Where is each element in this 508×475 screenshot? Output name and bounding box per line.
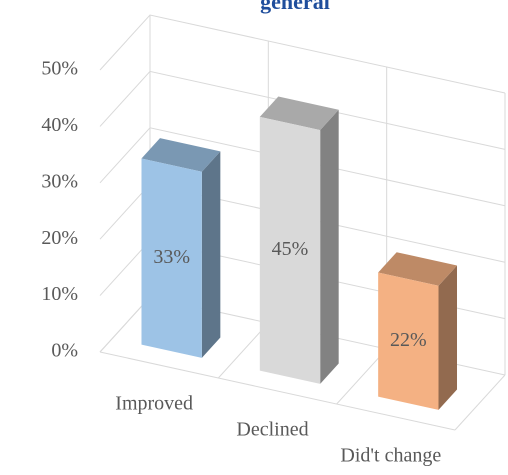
bar (259, 116, 321, 384)
floor-line (454, 374, 506, 431)
data-label: 22% (390, 329, 427, 351)
y-tick-label: 50% (41, 58, 78, 80)
x-tick-label: Declined (236, 419, 308, 441)
floor-edge (99, 351, 456, 431)
data-label: 45% (272, 238, 309, 260)
x-tick-label: Improved (115, 393, 193, 415)
chart-title: general (260, 0, 330, 14)
grid-line (99, 14, 506, 94)
data-label: 33% (153, 246, 190, 268)
y-tick-label: 20% (41, 227, 78, 249)
y-tick-label: 40% (41, 114, 78, 136)
bar (141, 158, 202, 358)
bar-top (141, 138, 221, 172)
x-tick-label: Did't change (340, 445, 441, 467)
bar-top (259, 96, 339, 131)
bar (378, 272, 439, 410)
bar-top (378, 252, 458, 286)
bar-side (201, 151, 221, 358)
y-tick-label: 0% (51, 340, 78, 362)
y-tick-label: 30% (41, 170, 78, 192)
bar-side (438, 265, 458, 410)
bar-side (320, 109, 339, 384)
y-tick-label: 10% (41, 283, 78, 305)
